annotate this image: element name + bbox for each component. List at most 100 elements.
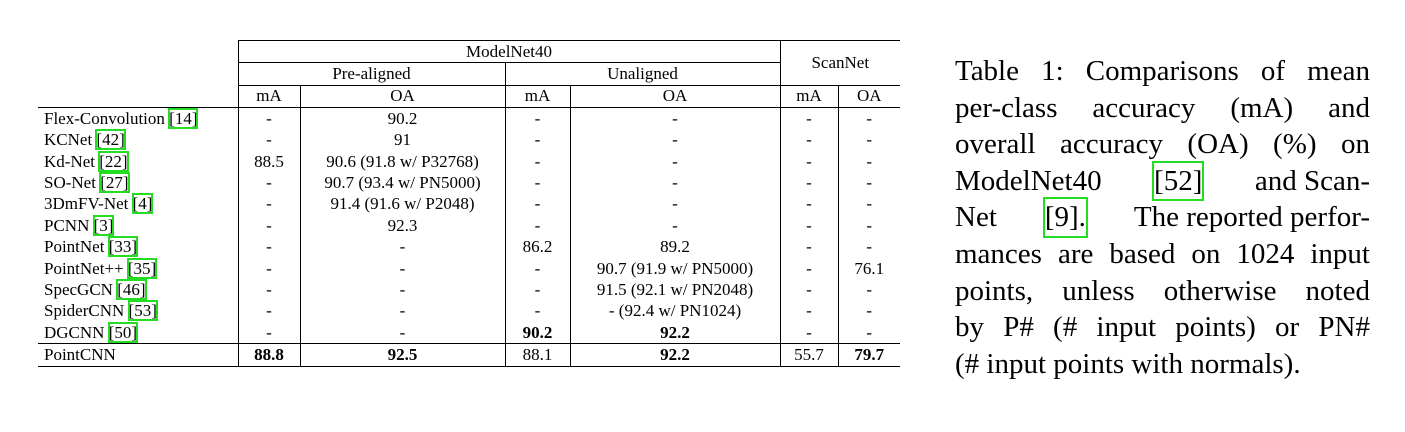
table-row: Flex-Convolution [14] -90.2- - - - <box>38 107 900 130</box>
value-cell: 90.2 <box>299 107 505 130</box>
value-cell: - <box>779 193 838 216</box>
value-cell: - <box>237 193 300 216</box>
citation: [46] <box>116 278 147 300</box>
method-cell: Flex-Convolution [14] <box>38 107 238 130</box>
value-cell: 88.8 <box>237 343 300 367</box>
column-header: OA <box>837 85 900 109</box>
value-cell: - <box>569 107 780 130</box>
value-cell: - <box>504 215 570 237</box>
caption-text: Table 1: Comparisons of mean <box>955 55 1370 87</box>
value-cell: - <box>837 279 900 301</box>
method-name: PointCNN <box>44 345 116 365</box>
value-cell: - <box>837 236 900 258</box>
caption-text: points, unless otherwise noted <box>955 274 1370 307</box>
method-name: SpiderCNN <box>44 301 125 321</box>
method-cell: 3DmFV-Net [4] <box>38 193 238 215</box>
value-cell: 92.2 <box>569 343 780 367</box>
caption-line: Table 1: Comparisons of mean <box>955 53 1370 90</box>
citation: [33] <box>107 236 139 258</box>
value-cell: - <box>837 215 900 237</box>
value-cell: - <box>299 236 505 258</box>
method-name: SpecGCN <box>44 279 113 299</box>
value-cell: 91.5 (92.1 w/ PN2048) <box>569 279 780 301</box>
citation: [42] <box>95 129 126 151</box>
value-cell: - <box>569 150 780 173</box>
value-cell: - <box>837 322 900 344</box>
empty-cell <box>38 41 238 63</box>
method-name: KCNet <box>44 130 93 150</box>
caption: Table 1: Comparisons of mean per-class accurac… <box>955 53 1370 382</box>
method-name: PCNN <box>44 215 90 235</box>
caption-text: Net <box>955 201 997 234</box>
column-header: mA <box>237 85 300 109</box>
column-header: OA <box>299 85 505 109</box>
sub-header: Unaligned <box>504 62 780 86</box>
value-cell: 89.2 <box>569 236 780 258</box>
group-header: ModelNet40 <box>237 39 780 64</box>
value-cell: - <box>299 300 505 323</box>
value-cell: 76.1 <box>837 257 900 280</box>
citation: [53] <box>127 300 158 322</box>
results-table: ModelNet40 ScanNet Pre-aligned Unaligned mA O… <box>38 39 900 367</box>
table-row: KCNet [42] -91- - - - <box>38 129 900 151</box>
value-cell: - <box>237 279 300 301</box>
value-cell: - <box>237 215 300 237</box>
value-cell: - <box>779 215 838 237</box>
value-cell: 86.2 <box>504 236 570 258</box>
caption-line: by P# (# input points) or PN# <box>955 309 1370 346</box>
caption-text: and Scan- <box>1254 164 1370 197</box>
value-cell: - <box>237 257 300 280</box>
value-cell: - <box>779 236 838 258</box>
column-header: mA <box>779 85 838 109</box>
method-name: DGCNN <box>44 322 105 342</box>
value-cell: - <box>837 193 900 216</box>
method-cell: PointNet++ [35] <box>38 257 238 279</box>
citation: [35] <box>126 257 158 279</box>
method-cell: PointNet [33] <box>38 236 238 258</box>
group-header: ScanNet <box>779 40 900 86</box>
caption-line: mances are based on 1024 input <box>955 236 1370 273</box>
caption-line: (# input points with normals). <box>955 346 1370 383</box>
value-cell: - <box>837 129 900 151</box>
value-cell: - <box>504 257 570 280</box>
value-cell: 88.5 <box>237 150 300 173</box>
method-cell: PointCNN <box>38 343 238 367</box>
value-cell: 92.5 <box>299 343 505 367</box>
empty-cell <box>38 63 238 85</box>
value-cell: - <box>504 129 570 151</box>
method-cell: Kd-Net [22] <box>38 150 238 172</box>
value-cell: 55.7 <box>779 343 838 367</box>
method-name: SO-Net <box>44 173 96 193</box>
value-cell: - <box>837 107 900 130</box>
caption-text: ModelNet40 <box>955 164 1102 197</box>
value-cell: - <box>237 172 300 194</box>
value-cell: 90.7 (93.4 w/ PN5000) <box>299 172 505 194</box>
value-cell: - <box>779 300 838 323</box>
value-cell: - <box>569 193 780 216</box>
method-name: Flex-Convolution <box>44 108 165 128</box>
table-row: PointNet++ [35] - - -90.7 (91.9 w/ PN5000) -… <box>38 257 900 280</box>
value-cell: - <box>299 257 505 280</box>
citation: [52] <box>1152 160 1205 202</box>
table-row: SpiderCNN [53] - - - - (92.4 w/ PN1024) - - <box>38 300 900 323</box>
method-cell: SO-Net [27] <box>38 172 238 194</box>
value-cell: 88.1 <box>504 343 570 367</box>
table-row: SO-Net [27] -90.7 (93.4 w/ PN5000) - - - - <box>38 172 900 194</box>
value-cell: 92.3 <box>299 215 505 237</box>
value-cell: - <box>299 279 505 301</box>
citation: [4] <box>131 193 154 215</box>
value-cell: - <box>569 215 780 237</box>
value-cell: - <box>837 300 900 323</box>
value-cell: - <box>779 257 838 280</box>
value-cell: - <box>837 150 900 173</box>
value-cell: 92.2 <box>569 322 780 344</box>
value-cell: 79.7 <box>837 343 900 367</box>
caption-line: ModelNet40 [52] and Scan- <box>955 160 1370 202</box>
value-cell: - <box>837 172 900 194</box>
caption-line: points, unless otherwise noted <box>955 273 1370 310</box>
column-header: OA <box>569 85 780 109</box>
header-row: mA OA mA OA mA OA <box>38 85 900 109</box>
value-cell: - <box>504 300 570 323</box>
table-row: 3DmFV-Net [4] -91.4 (91.6 w/ P2048) - - - - <box>38 193 900 216</box>
table-row: PointCNN 88.8 92.5 88.1 92.2 55.7 79.7 <box>38 343 900 367</box>
